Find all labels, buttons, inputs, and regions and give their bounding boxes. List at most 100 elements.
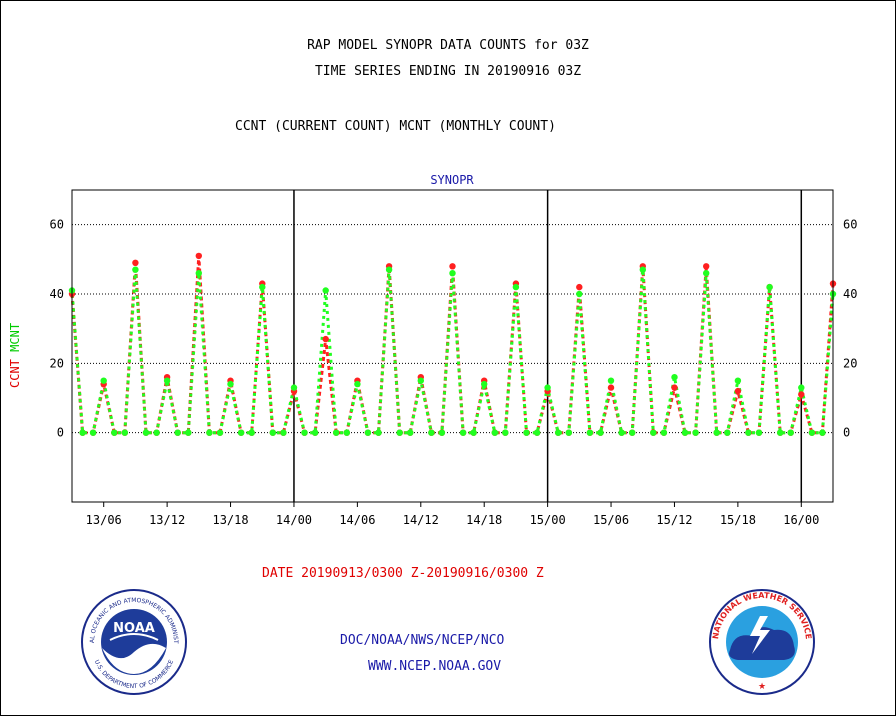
point-mcnt-57 [639, 266, 646, 273]
point-mcnt-34 [396, 429, 403, 436]
day-dividers [293, 190, 803, 502]
point-ccnt-63 [703, 263, 710, 270]
chart-title: SYNOPR [430, 173, 474, 187]
y-axis-label: CCNT MCNT [2, 318, 32, 388]
xtick-label-14/12: 14/12 [403, 513, 439, 527]
noaa-logo-text: NOAA [113, 621, 155, 636]
point-mcnt-5 [89, 429, 97, 436]
point-mcnt-58 [650, 429, 657, 436]
point-mcnt-48 [544, 384, 551, 391]
org-text: DOC/NOAA/NWS/NCEP/NCO [340, 633, 505, 648]
point-ccnt-51 [576, 283, 583, 291]
svg-text:★: ★ [758, 682, 766, 692]
point-mcnt-70 [777, 429, 784, 436]
noaa-logo: NOAA NATIONAL OCEANIC AND ATMOSPHERIC AD… [80, 588, 187, 695]
point-mcnt-36 [417, 377, 424, 384]
point-mcnt-33 [385, 266, 393, 273]
axis-labels: 0 0 20 20 40 40 60 60 13/06 13/12 13/18 14/00 14/06 1… [50, 218, 858, 527]
point-mcnt-39 [449, 270, 456, 277]
xtick-label-14/00: 14/00 [276, 513, 312, 527]
ytick-left-20: 20 [50, 356, 64, 370]
website-link[interactable]: WWW.NCEP.NOAA.GOV [368, 659, 502, 674]
point-mcnt-44 [502, 429, 509, 436]
point-mcnt-28 [333, 429, 340, 436]
point-mcnt-12 [163, 377, 171, 384]
point-mcnt-66 [734, 377, 742, 384]
point-mcnt-19 [237, 429, 245, 436]
point-ccnt-9 [132, 259, 139, 266]
series-lines [68, 252, 837, 436]
point-mcnt-17 [216, 429, 224, 436]
point-mcnt-7 [111, 429, 118, 436]
point-ccnt-27 [322, 335, 329, 343]
point-mcnt-8 [121, 429, 128, 436]
point-mcnt-14 [185, 429, 192, 436]
point-mcnt-13 [174, 429, 181, 436]
point-mcnt-47 [533, 429, 541, 436]
xtick-label-16/00: 16/00 [783, 513, 819, 527]
xtick-label-14/18: 14/18 [466, 513, 502, 527]
point-mcnt-64 [713, 429, 720, 436]
point-mcnt-49 [555, 429, 562, 436]
xtick-label-15/18: 15/18 [720, 513, 756, 527]
ytick-right-0: 0 [843, 426, 850, 440]
point-mcnt-15 [195, 270, 202, 277]
xtick-label-13/06: 13/06 [86, 513, 122, 527]
point-mcnt-4 [79, 429, 86, 436]
xtick-label-15/06: 15/06 [593, 513, 629, 527]
point-mcnt-52 [586, 429, 594, 436]
xtick-label-13/12: 13/12 [149, 513, 185, 527]
point-mcnt-56 [629, 429, 636, 436]
title-line-1: RAP MODEL SYNOPR DATA COUNTS for 03Z [307, 38, 589, 53]
ytick-right-60: 60 [843, 218, 857, 232]
point-mcnt-16 [206, 429, 213, 436]
point-mcnt-32 [375, 429, 382, 436]
xtick-label-15/00: 15/00 [530, 513, 566, 527]
point-mcnt-35 [407, 429, 414, 436]
point-mcnt-59 [660, 429, 668, 436]
point-mcnt-23 [280, 429, 287, 436]
point-ccnt-66 [734, 387, 742, 395]
point-mcnt-30 [354, 380, 361, 388]
point-mcnt-46 [523, 429, 530, 436]
point-mcnt-38 [438, 429, 446, 436]
point-ccnt-60 [671, 384, 678, 391]
point-mcnt-73 [808, 429, 816, 436]
point-mcnt-67 [745, 429, 752, 436]
xtick-label-15/12: 15/12 [656, 513, 692, 527]
point-ccnt-15 [195, 252, 202, 260]
ytick-left-0: 0 [57, 426, 64, 440]
point-mcnt-22 [269, 429, 276, 436]
plot-area-border [71, 189, 834, 503]
point-mcnt-55 [618, 429, 625, 436]
point-mcnt-41 [470, 429, 477, 436]
point-mcnt-6 [100, 377, 107, 384]
point-mcnt-11 [153, 429, 160, 436]
point-mcnt-71 [787, 429, 794, 436]
point-mcnt-69 [766, 283, 773, 291]
point-ccnt-72 [798, 391, 805, 398]
point-mcnt-54 [607, 377, 615, 384]
xtick-label-14/06: 14/06 [339, 513, 375, 527]
title-line-2: TIME SERIES ENDING IN 20190916 03Z [314, 64, 582, 79]
point-mcnt-43 [491, 429, 498, 436]
point-mcnt-45 [512, 283, 520, 291]
grid-lines [72, 224, 833, 434]
point-mcnt-51 [576, 290, 583, 298]
date-range: DATE 20190913/0300 Z-20190916/0300 Z [262, 566, 544, 581]
ylabel-mcnt: MCNT [8, 322, 22, 352]
point-mcnt-40 [459, 429, 467, 436]
point-mcnt-18 [227, 380, 234, 388]
point-mcnt-42 [481, 380, 488, 388]
title-line-3: CCNT (CURRENT COUNT) MCNT (MONTHLY COUNT… [235, 119, 556, 134]
ytick-right-40: 40 [843, 287, 857, 301]
point-mcnt-68 [755, 429, 763, 436]
point-mcnt-63 [703, 270, 710, 277]
point-mcnt-53 [597, 429, 604, 436]
ytick-left-60: 60 [50, 218, 64, 232]
point-mcnt-62 [692, 429, 699, 436]
point-mcnt-74 [819, 429, 826, 436]
point-mcnt-50 [565, 429, 572, 436]
ylabel-ccnt: CCNT [8, 359, 22, 388]
